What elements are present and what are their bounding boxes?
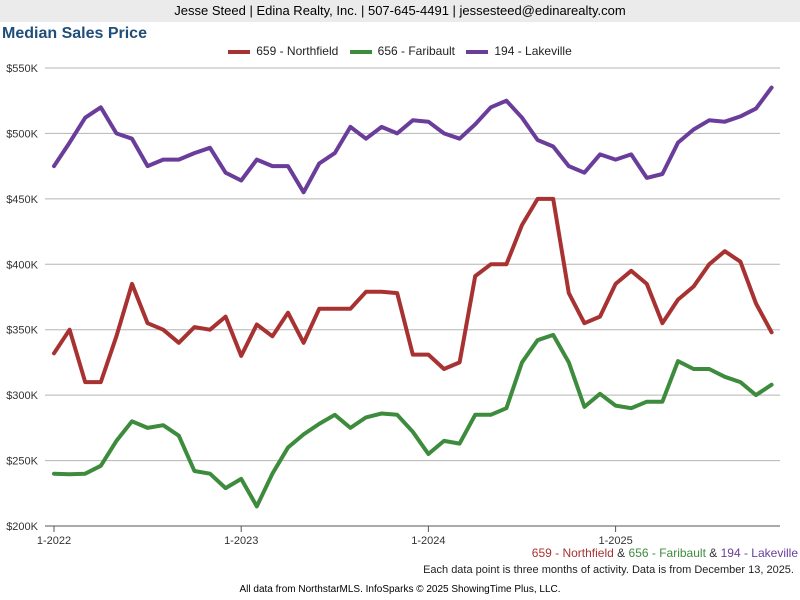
legend-swatch-lakeville — [466, 49, 489, 54]
legend-label-faribault: 656 - Faribault — [377, 44, 456, 58]
series-line-faribault — [52, 332, 774, 509]
legend-item-northfield[interactable]: 659 - Northfield — [228, 44, 338, 58]
footer-legend-faribault: 656 - Faribault — [628, 546, 706, 560]
chart-title: Median Sales Price — [2, 25, 147, 42]
legend-label-northfield: 659 - Northfield — [256, 44, 339, 58]
contact-header: Jesse Steed | Edina Realty, Inc. | 507-6… — [0, 0, 800, 22]
line-chart: $200K $250K $300K $350K $400K $450K $500K $550K… — [6, 63, 780, 545]
x-tick-label: 1-2025 — [598, 535, 632, 545]
y-tick-label: $200K — [6, 521, 38, 533]
footer-legend-northfield: 659 - Northfield — [531, 546, 614, 560]
legend-item-lakeville[interactable]: 194 - Lakeville — [466, 44, 572, 58]
y-tick-label: $250K — [6, 456, 38, 468]
x-tick-label: 1-2023 — [224, 535, 258, 545]
y-tick-label: $300K — [6, 390, 38, 402]
footer-legend-amp-2: & — [709, 546, 718, 560]
chart-legend: 659 - Northfield 656 - Faribault 194 - L… — [0, 44, 800, 58]
x-tick-label: 1-2024 — [411, 535, 445, 545]
data-note: Each data point is three months of activ… — [423, 564, 794, 576]
footer-legend-lakeville: 194 - Lakeville — [720, 546, 798, 560]
footer-legend: 659 - Northfield & 656 - Faribault & 194… — [532, 546, 798, 560]
series-line-northfield — [52, 196, 774, 385]
legend-swatch-northfield — [228, 49, 251, 54]
y-tick-label: $550K — [6, 63, 38, 75]
legend-item-faribault[interactable]: 656 - Faribault — [349, 44, 456, 58]
x-tick-label: 1-2022 — [37, 535, 71, 545]
legend-swatch-faribault — [349, 49, 372, 54]
data-credits: All data from NorthstarMLS. InfoSparks ©… — [239, 584, 561, 595]
series-line-lakeville — [52, 85, 774, 195]
legend-label-lakeville: 194 - Lakeville — [494, 44, 572, 58]
y-tick-label: $450K — [6, 194, 38, 206]
y-tick-label: $400K — [6, 259, 38, 271]
y-tick-label: $500K — [6, 128, 38, 140]
footer-legend-amp-1: & — [617, 546, 626, 560]
y-tick-label: $350K — [6, 325, 38, 337]
